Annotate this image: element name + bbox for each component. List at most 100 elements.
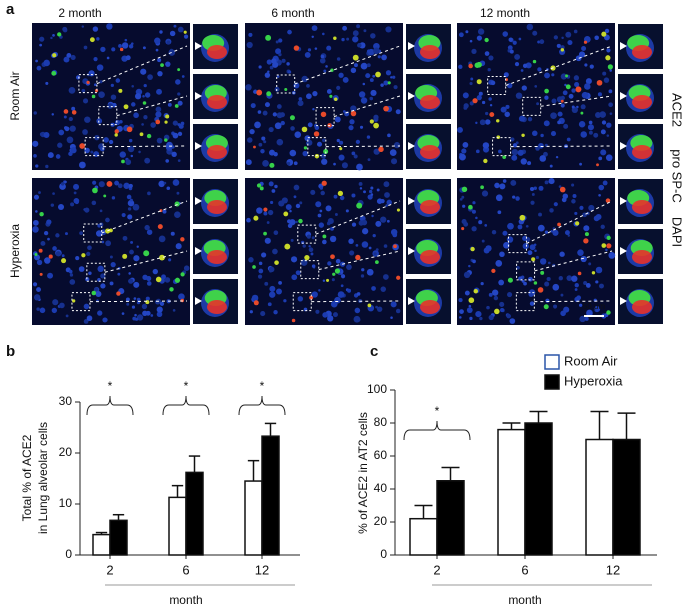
nucleus bbox=[249, 128, 255, 135]
nucleus bbox=[290, 238, 294, 242]
nucleus bbox=[266, 59, 272, 65]
cell bbox=[367, 303, 372, 308]
nucleus bbox=[311, 291, 318, 298]
nucleus bbox=[99, 222, 104, 227]
nucleus bbox=[598, 193, 601, 197]
nucleus bbox=[476, 35, 483, 41]
nucleus bbox=[33, 111, 37, 115]
nucleus bbox=[121, 42, 129, 49]
cell bbox=[259, 186, 264, 191]
nucleus bbox=[522, 242, 529, 250]
nucleus bbox=[147, 191, 151, 196]
cell bbox=[494, 308, 500, 315]
nucleus bbox=[319, 57, 326, 64]
nucleus bbox=[564, 230, 570, 236]
nucleus bbox=[180, 121, 185, 126]
nucleus bbox=[352, 30, 359, 37]
nucleus bbox=[480, 281, 484, 286]
nucleus bbox=[383, 274, 389, 280]
nucleus bbox=[586, 309, 593, 317]
nucleus bbox=[55, 154, 61, 159]
nucleus bbox=[119, 151, 126, 158]
nucleus bbox=[66, 136, 74, 144]
nucleus bbox=[340, 274, 346, 279]
nucleus bbox=[608, 102, 614, 108]
nucleus bbox=[32, 282, 38, 287]
cell bbox=[322, 234, 327, 239]
nucleus bbox=[525, 224, 529, 228]
x-tick-label: 6 bbox=[182, 562, 189, 577]
cell bbox=[606, 235, 611, 241]
y-axis-label: in Lung alveolar cells bbox=[36, 422, 50, 534]
roi-box bbox=[315, 107, 335, 127]
nucleus bbox=[575, 55, 582, 62]
nucleus bbox=[106, 56, 110, 60]
nucleus bbox=[32, 226, 39, 233]
cell bbox=[540, 270, 545, 275]
nucleus bbox=[561, 197, 567, 203]
nucleus bbox=[544, 180, 549, 185]
nucleus bbox=[369, 96, 374, 101]
nucleus bbox=[580, 104, 586, 110]
nucleus bbox=[548, 178, 555, 185]
nucleus bbox=[395, 308, 401, 314]
nucleus bbox=[574, 211, 578, 216]
nucleus bbox=[350, 105, 357, 112]
legend-label: Room Air bbox=[564, 353, 618, 368]
nucleus bbox=[595, 112, 601, 118]
nucleus bbox=[132, 203, 140, 211]
nucleus bbox=[140, 68, 147, 75]
bar bbox=[168, 496, 187, 556]
significance-bracket bbox=[403, 420, 471, 441]
nucleus bbox=[557, 120, 561, 125]
nucleus bbox=[566, 137, 571, 142]
cell bbox=[375, 260, 379, 265]
nucleus bbox=[463, 103, 469, 109]
nucleus bbox=[172, 179, 180, 186]
nucleus bbox=[126, 302, 130, 306]
nucleus bbox=[39, 132, 44, 137]
cell bbox=[283, 211, 289, 217]
nucleus bbox=[477, 28, 485, 35]
cell bbox=[531, 257, 536, 262]
nucleus bbox=[600, 224, 605, 230]
nucleus bbox=[510, 179, 517, 186]
nucleus bbox=[312, 108, 315, 111]
nucleus bbox=[385, 26, 392, 33]
roi-pointer bbox=[116, 95, 188, 117]
cell bbox=[180, 237, 185, 242]
inset-red bbox=[420, 250, 440, 264]
nucleus bbox=[602, 180, 608, 186]
nucleus bbox=[87, 245, 92, 251]
significance-mark: * bbox=[184, 379, 189, 393]
nucleus bbox=[461, 195, 465, 199]
nucleus bbox=[481, 100, 486, 105]
nucleus bbox=[325, 65, 328, 68]
nucleus bbox=[33, 194, 40, 200]
nucleus bbox=[390, 301, 397, 308]
nucleus bbox=[370, 186, 374, 190]
stain-label: pro SP-C bbox=[670, 149, 685, 202]
cell bbox=[293, 45, 300, 51]
cell bbox=[396, 275, 401, 280]
nucleus bbox=[39, 307, 46, 314]
nucleus bbox=[274, 122, 282, 130]
nucleus bbox=[550, 112, 557, 119]
nucleus bbox=[131, 102, 136, 107]
nucleus bbox=[515, 92, 523, 99]
nucleus bbox=[533, 186, 537, 190]
inset-red bbox=[632, 200, 652, 214]
cell bbox=[543, 304, 549, 310]
cell bbox=[263, 207, 268, 212]
nucleus bbox=[276, 75, 280, 78]
nucleus bbox=[372, 234, 376, 238]
nucleus bbox=[488, 97, 492, 101]
inset-arrow bbox=[195, 92, 202, 100]
nucleus bbox=[126, 194, 132, 200]
nucleus bbox=[97, 310, 103, 316]
nucleus bbox=[371, 286, 376, 291]
nucleus bbox=[363, 29, 367, 33]
inset-arrow bbox=[620, 92, 627, 100]
inset-red bbox=[632, 145, 652, 159]
cell bbox=[605, 55, 611, 61]
